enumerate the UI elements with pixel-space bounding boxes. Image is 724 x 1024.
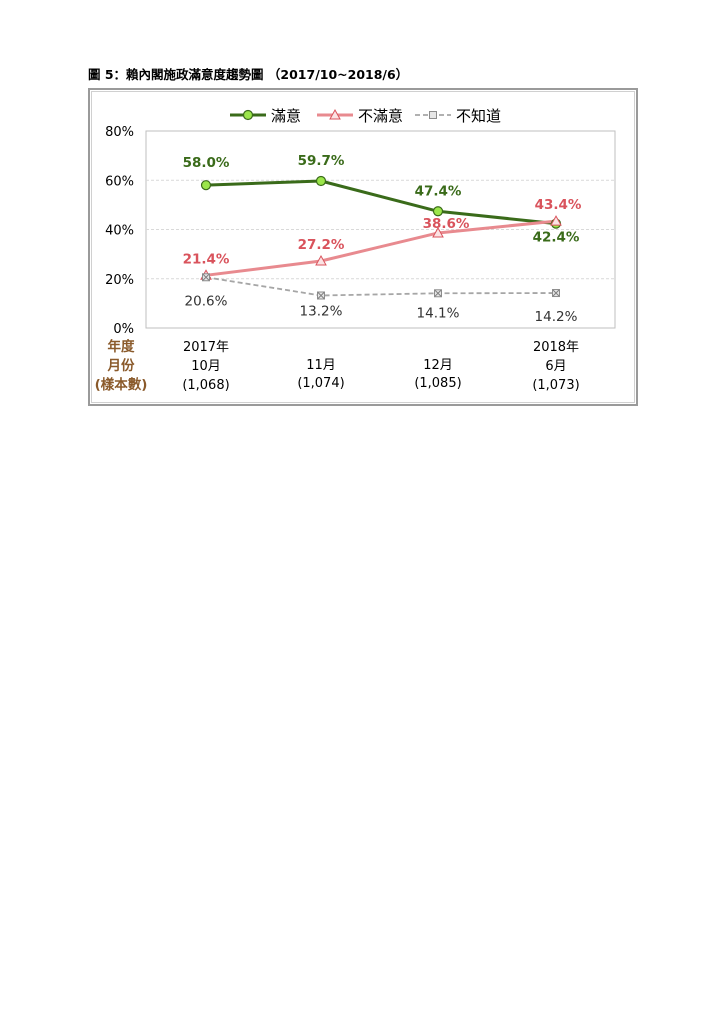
data-point (315, 254, 327, 266)
legend-label: 滿意 (271, 107, 301, 125)
data-label: 21.4% (183, 251, 230, 267)
data-label: 58.0% (183, 155, 230, 171)
y-tick-label: 0% (113, 322, 134, 337)
data-label: 38.6% (423, 216, 470, 232)
data-label: 59.7% (298, 153, 345, 169)
x-tick-label: (1,074) (297, 376, 344, 391)
row-label: 月份 (107, 357, 135, 374)
legend-label: 不知道 (456, 107, 501, 125)
y-tick-label: 60% (105, 174, 134, 189)
data-point (200, 180, 212, 191)
data-point-cross (317, 292, 325, 299)
series-line-3 (205, 276, 557, 297)
data-point (202, 273, 210, 282)
line-chart: 0% 20% 40% 60% 80% 58.0% 59.7% 47.4% 42.4% 21.4%… (88, 88, 638, 406)
legend-marker (242, 109, 254, 121)
row-label: (樣本數) (95, 376, 148, 393)
data-point (317, 291, 325, 300)
data-point (552, 289, 560, 298)
x-tick-label: (1,085) (414, 376, 461, 391)
figure-title: 圖 5：賴內閣施政滿意度趨勢圖 （2017/10~2018/6） (88, 67, 409, 82)
x-tick-label: 2017年 (183, 340, 229, 355)
data-label: 14.2% (535, 309, 578, 325)
x-tick-label: 12月 (423, 358, 453, 373)
x-tick-label: 2018年 (533, 340, 579, 355)
x-tick-label: (1,068) (182, 378, 229, 393)
data-point (432, 206, 444, 217)
data-label: 43.4% (535, 197, 582, 213)
y-tick-label: 80% (105, 125, 134, 140)
chart-border (88, 88, 638, 406)
data-label: 20.6% (185, 293, 228, 309)
legend-label: 不滿意 (358, 107, 403, 125)
x-tick-label: 11月 (306, 358, 336, 373)
row-label: 年度 (108, 338, 135, 355)
data-point (434, 289, 442, 298)
data-point-cross (434, 289, 442, 297)
chart-frame: 0% 20% 40% 60% 80% 58.0% 59.7% 47.4% 42.4% 21.4%… (88, 88, 638, 406)
data-label: 14.1% (417, 305, 460, 321)
series-line-2 (205, 219, 557, 277)
series-line-1 (205, 179, 557, 226)
data-point (432, 226, 444, 238)
y-tick-label: 40% (105, 224, 134, 239)
x-tick-label: 6月 (545, 359, 566, 374)
data-label: 27.2% (298, 237, 345, 253)
x-tick-label: (1,073) (532, 378, 579, 393)
chart-border-inner (91, 91, 635, 403)
data-label: 13.2% (300, 303, 343, 319)
x-tick-label: 10月 (191, 359, 221, 374)
data-label: 42.4% (533, 230, 580, 246)
legend-marker (329, 108, 341, 120)
data-point-cross (552, 289, 560, 297)
y-tick-label: 20% (105, 273, 134, 288)
data-point (315, 175, 327, 187)
data-point-cross (202, 273, 210, 281)
data-label: 47.4% (415, 183, 462, 199)
legend-marker (429, 111, 437, 119)
data-point (550, 215, 562, 226)
